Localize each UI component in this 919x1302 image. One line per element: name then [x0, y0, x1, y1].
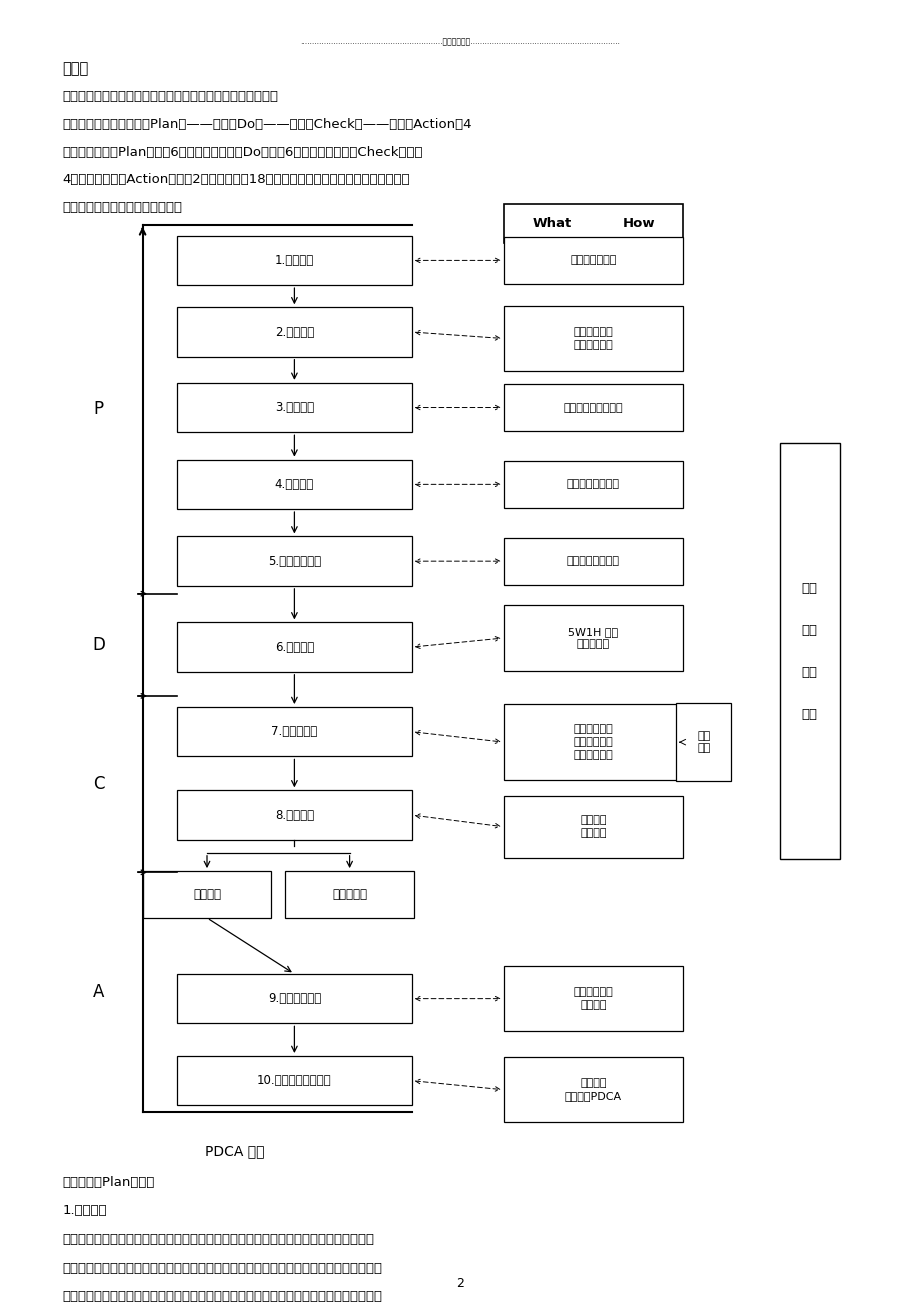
Text: 5.确定主要原因: 5.确定主要原因 [267, 555, 321, 568]
Text: 目标达到: 目标达到 [193, 888, 221, 901]
Text: 4个方面，处置（Action）分为2个小步骤，这18的步骤的策划和实施，又由整理、判断、: 4个方面，处置（Action）分为2个小步骤，这18的步骤的策划和实施，又由整理… [62, 173, 410, 186]
Bar [285, 871, 414, 918]
Text: 创新三个策划思维步骤来完成的。: 创新三个策划思维步骤来完成的。 [62, 201, 182, 214]
Text: 找切入点和对象: 找切入点和对象 [570, 255, 616, 266]
Text: 5W1H 原则
头脑风暴法: 5W1H 原则 头脑风暴法 [568, 626, 618, 650]
Bar [504, 461, 682, 508]
Bar [504, 538, 682, 585]
Bar [504, 704, 682, 780]
Text: 7.按对策实施: 7.按对策实施 [271, 725, 317, 738]
Bar [177, 622, 412, 672]
Bar [177, 236, 412, 285]
Text: 汇总信息
策划新的PDCA: 汇总信息 策划新的PDCA [564, 1078, 621, 1101]
Text: 1.选择课题: 1.选择课题 [275, 254, 313, 267]
Bar [177, 790, 412, 840]
Bar [504, 966, 682, 1031]
Text: 3.设定目标: 3.设定目标 [275, 401, 313, 414]
Bar [504, 204, 682, 243]
Bar [177, 383, 412, 432]
Text: 此策划案分为策划（Plan）——实施（Do）——检查（Check）——处置（Action）4: 此策划案分为策划（Plan）——实施（Do）——检查（Check）——处置（Ac… [62, 118, 471, 132]
Text: 取得上级支持
商谈实施细则
共同执行细则: 取得上级支持 商谈实施细则 共同执行细则 [573, 724, 613, 760]
Text: A: A [93, 983, 104, 1001]
Bar [177, 536, 412, 586]
Bar [779, 443, 839, 859]
Text: D: D [92, 635, 105, 654]
Text: 的管理工作。计算、审核和收费都是关系到电费回收率的关键因素。所以决策环肂定是由这: 的管理工作。计算、审核和收费都是关系到电费回收率的关键因素。所以决策环肂定是由这 [62, 1262, 382, 1275]
Text: 9.制定巩固措施: 9.制定巩固措施 [267, 992, 321, 1005]
Text: 1.选择课题: 1.选择课题 [62, 1204, 108, 1217]
Text: 鱼刺图法切片分析: 鱼刺图法切片分析 [566, 479, 619, 490]
Bar [504, 1057, 682, 1122]
Bar [504, 605, 682, 671]
Bar [177, 307, 412, 357]
Text: ............................................................精品资料推荐..............: ........................................… [300, 38, 619, 46]
Bar [177, 460, 412, 509]
Text: 大步骤，策划（Plan）分为6个小步骤，实施（Do）分为6个小步骤，检查（Check）分为: 大步骤，策划（Plan）分为6个小步骤，实施（Do）分为6个小步骤，检查（Che… [62, 146, 423, 159]
Text: 2.现状调查: 2.现状调查 [275, 326, 313, 339]
Text: 信息收集
对比前后: 信息收集 对比前后 [580, 815, 606, 838]
Text: 2: 2 [456, 1277, 463, 1290]
Text: 有效措施写入
管理文件: 有效措施写入 管理文件 [573, 987, 613, 1010]
Bar [675, 703, 731, 781]
Text: 一、安徽省电力公司淮南供电公司电费质量管理策划案示意图: 一、安徽省电力公司淮南供电公司电费质量管理策划案示意图 [62, 90, 278, 103]
Text: 二、策划（Plan）阶段: 二、策划（Plan）阶段 [62, 1176, 154, 1189]
Text: PDCA 循环: PDCA 循环 [205, 1144, 264, 1157]
Text: How: How [622, 217, 655, 230]
Bar [504, 237, 682, 284]
Bar [504, 306, 682, 371]
Bar [142, 871, 271, 918]
Text: 目标未达到: 目标未达到 [332, 888, 367, 901]
Bar [504, 384, 682, 431]
Text: 4.分析原因: 4.分析原因 [275, 478, 313, 491]
Text: 决策

计划

实施

验收: 决策 计划 实施 验收 [800, 582, 817, 720]
Text: 10.总结和下一步打算: 10.总结和下一步打算 [256, 1074, 332, 1087]
Bar [177, 1056, 412, 1105]
Text: 因果图法调查分析: 因果图法调查分析 [566, 556, 619, 566]
Text: C: C [93, 775, 104, 793]
Text: 项目
管理: 项目 管理 [697, 732, 709, 753]
Text: What: What [532, 217, 571, 230]
Text: 策划者当时负责淮南市东地区所有用户每月电费的计算、审核和收费等销售关键环节: 策划者当时负责淮南市东地区所有用户每月电费的计算、审核和收费等销售关键环节 [62, 1233, 374, 1246]
Text: 收集生态信息
写出调查报告: 收集生态信息 写出调查报告 [573, 327, 613, 350]
Text: 6.制订对策: 6.制订对策 [275, 641, 313, 654]
Text: 案例：: 案例： [62, 61, 89, 77]
Bar [177, 707, 412, 756]
Text: P: P [93, 401, 104, 418]
Text: 必要性和可行性分析: 必要性和可行性分析 [563, 402, 622, 413]
Text: 8.检查效果: 8.检查效果 [275, 809, 313, 822]
Bar [504, 796, 682, 858]
Bar [177, 974, 412, 1023]
Text: 三方面构成的。但决策点是什么呢？策划者和几个组员整理了获得的信息，发现主要是以下: 三方面构成的。但决策点是什么呢？策划者和几个组员整理了获得的信息，发现主要是以下 [62, 1290, 382, 1302]
